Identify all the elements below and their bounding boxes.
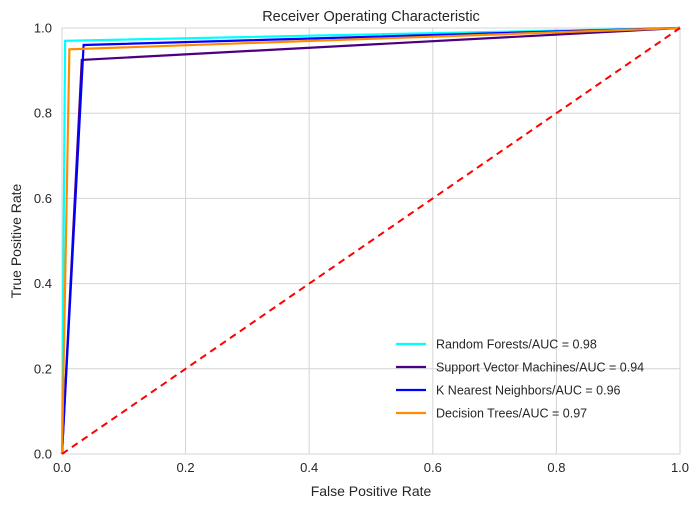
legend-label: Support Vector Machines/AUC = 0.94 xyxy=(436,361,644,375)
legend-label: K Nearest Neighbors/AUC = 0.96 xyxy=(436,384,621,398)
x-tick-label: 0.8 xyxy=(547,460,565,475)
y-axis-label: True Positive Rate xyxy=(8,183,24,298)
x-tick-label: 0.4 xyxy=(300,460,318,475)
y-tick-label: 0.6 xyxy=(34,191,52,206)
x-tick-label: 0.2 xyxy=(177,460,195,475)
legend: Random Forests/AUC = 0.98 Support Vector … xyxy=(396,338,644,421)
series-line xyxy=(60,26,681,455)
series-line xyxy=(60,26,681,455)
series-layer xyxy=(60,26,681,455)
x-tick-label: 0.0 xyxy=(53,460,71,475)
tick-labels: 0.0 0.2 0.4 0.6 0.8 1.0 0.0 0.2 0.4 0.6 0.8 1.0 xyxy=(34,21,689,476)
y-tick-label: 0.8 xyxy=(34,106,52,121)
y-tick-label: 0.4 xyxy=(34,276,52,291)
chart-title: Receiver Operating Characteristic xyxy=(262,9,480,25)
reference-diagonal-line xyxy=(61,27,681,455)
x-tick-label: 0.6 xyxy=(424,460,442,475)
y-tick-label: 0.0 xyxy=(34,447,52,462)
grid-lines xyxy=(61,27,681,455)
x-axis-label: False Positive Rate xyxy=(311,483,432,499)
series-line xyxy=(60,26,681,455)
legend-label: Decision Trees/AUC = 0.97 xyxy=(436,407,587,421)
y-tick-label: 1.0 xyxy=(34,21,52,36)
y-tick-label: 0.2 xyxy=(34,361,52,376)
legend-label: Random Forests/AUC = 0.98 xyxy=(436,338,597,352)
x-tick-label: 1.0 xyxy=(671,460,689,475)
